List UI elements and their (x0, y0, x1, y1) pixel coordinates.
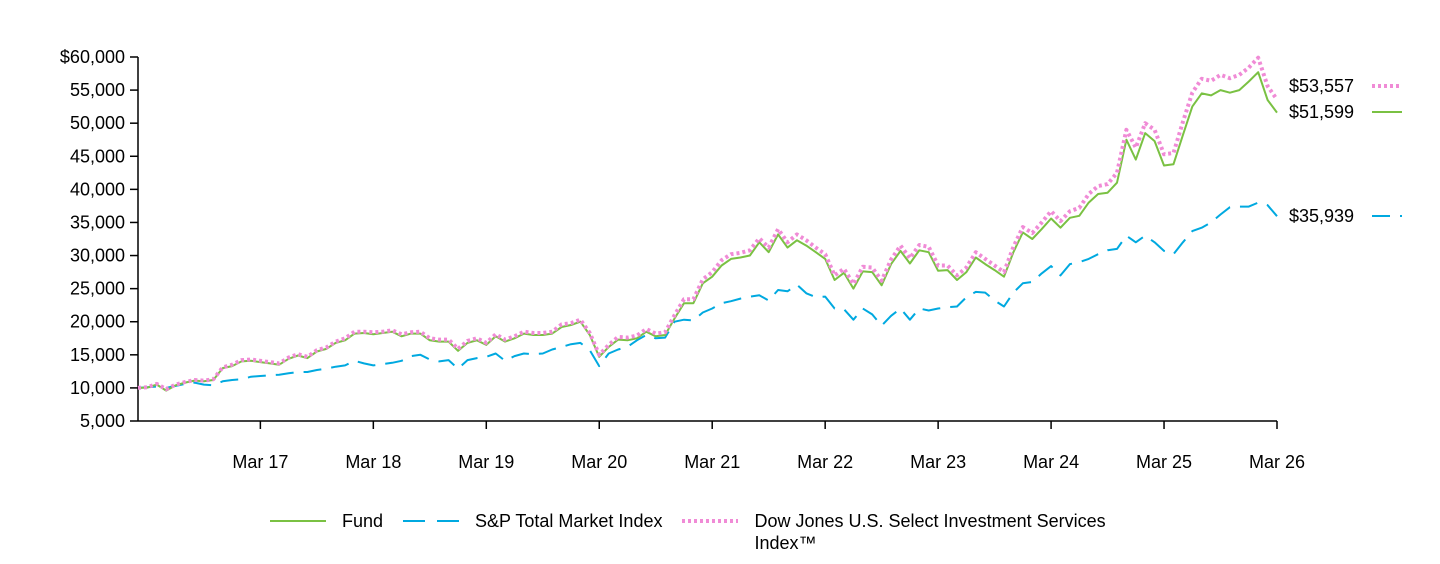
series-line-fund (137, 71, 1278, 392)
y-tick-label: 5,000 (80, 411, 125, 431)
legend: Fund S&P Total Market Index Dow Jones U.… (268, 510, 1172, 554)
x-tick-label: Mar 23 (910, 452, 966, 472)
y-tick-label: 35,000 (70, 212, 125, 232)
end-label-sp-total-market: $35,939 (1289, 206, 1354, 226)
x-tick-label: Mar 22 (797, 452, 853, 472)
x-tick-label: Mar 24 (1023, 452, 1079, 472)
series-lines (137, 55, 1279, 392)
y-tick-label: 30,000 (70, 246, 125, 266)
x-tick-label: Mar 19 (458, 452, 514, 472)
end-labels: $51,599 $35,939 $53,557 (1289, 76, 1402, 226)
legend-swatch-fund (268, 510, 328, 532)
y-tick-label: 10,000 (70, 378, 125, 398)
x-tick-label: Mar 18 (345, 452, 401, 472)
series-line-dow-jones-index (137, 55, 1279, 392)
series-line-sp-total-market (137, 201, 1278, 389)
y-tick-label: 50,000 (70, 113, 125, 133)
y-tick-label: $60,000 (60, 47, 125, 67)
legend-label-fund: Fund (342, 511, 384, 531)
legend-swatch-sp-total-market (401, 510, 461, 532)
legend-label-sp-total-market: S&P Total Market Index (475, 511, 663, 531)
x-tick-label: Mar 17 (232, 452, 288, 472)
legend-item-dow-jones-index: Dow Jones U.S. Select Investment Service… (680, 510, 1154, 554)
x-tick-label: Mar 20 (571, 452, 627, 472)
y-axis: $60,000 55,000 50,000 45,000 40,000 35,000 30,… (60, 47, 139, 431)
x-axis: Mar 17 Mar 18 Mar 19 Mar 20 Mar 21 Mar 22 Mar … (138, 420, 1305, 472)
end-label-dow-jones-index: $53,557 (1289, 76, 1354, 96)
y-tick-label: 25,000 (70, 279, 125, 299)
legend-item-sp-total-market: S&P Total Market Index (401, 510, 662, 532)
legend-swatch-dow-jones-index (680, 510, 740, 532)
y-tick-label: 40,000 (70, 179, 125, 199)
y-tick-label: 15,000 (70, 345, 125, 365)
x-tick-label: Mar 26 (1249, 452, 1305, 472)
y-tick-label: 45,000 (70, 146, 125, 166)
x-tick-label: Mar 25 (1136, 452, 1192, 472)
legend-item-fund: Fund (268, 510, 383, 532)
y-tick-label: 55,000 (70, 80, 125, 100)
legend-label-dow-jones-index: Dow Jones U.S. Select Investment Service… (754, 511, 1106, 553)
x-tick-label: Mar 21 (684, 452, 740, 472)
end-label-fund: $51,599 (1289, 102, 1354, 122)
y-tick-label: 20,000 (70, 312, 125, 332)
